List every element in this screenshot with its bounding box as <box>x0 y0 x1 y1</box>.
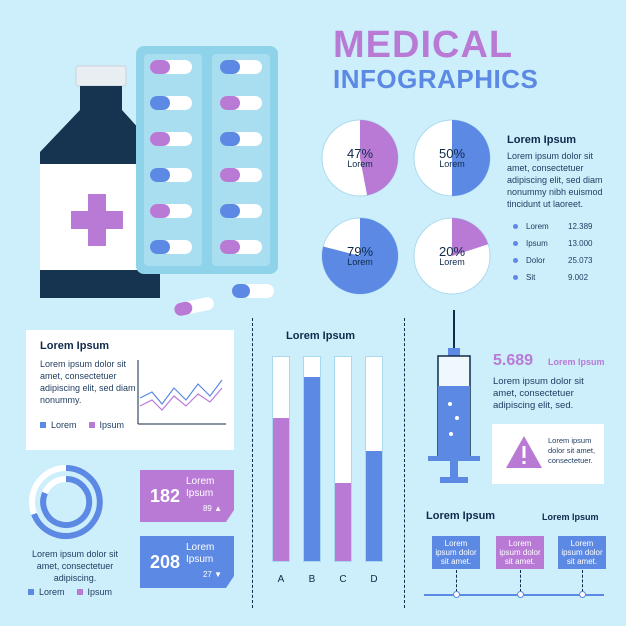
divider <box>404 318 405 608</box>
bar-track-D <box>365 356 383 562</box>
info-text: Lorem ipsum dolor sit amet, consectetuer… <box>507 151 603 209</box>
ring-legend: Lorem Ipsum <box>28 587 112 597</box>
pie-4-graphic <box>413 217 491 295</box>
bar-D <box>366 450 382 561</box>
timeline-heading: Lorem Ipsum <box>426 510 496 522</box>
timeline-dot <box>517 591 524 598</box>
pie-2-label: Lorem <box>439 159 465 169</box>
loose-pill-icon <box>230 282 276 305</box>
divider <box>252 318 253 608</box>
timeline-box: Lorem ipsum dolor sit amet. <box>432 536 480 569</box>
warning-card: Lorem ipsum dolor sit amet, consectetuer… <box>492 424 604 484</box>
timeline-heading-2: Lorem Ipsum <box>542 512 599 522</box>
timeline-dot <box>453 591 460 598</box>
bar-track-B <box>303 356 321 562</box>
stat-box-value: 182 <box>150 486 181 506</box>
bar-chart-heading: Lorem Ipsum <box>286 330 356 342</box>
pie-chart-3: 79% Lorem <box>320 216 400 296</box>
pie-1-graphic <box>321 119 399 197</box>
pie-slice <box>452 120 490 196</box>
pie-slice <box>452 218 489 256</box>
pie-chart-2: 50% Lorem <box>412 118 492 198</box>
info-stats-list: Lorem 12.389 Ipsum 13.000 Dolor 25.073 Sit 9… <box>513 218 613 286</box>
timeline-line <box>424 594 604 596</box>
stat-row: Lorem 12.389 <box>513 218 613 235</box>
stat-box-label: Lorem Ipsum <box>186 476 215 499</box>
syringe-text: Lorem ipsum dolor sit amet, consectetuer… <box>493 376 584 411</box>
stat-box-182: 182 Lorem Ipsum 89 ▲ <box>140 470 234 522</box>
bar-C <box>335 483 351 561</box>
timeline-box: Lorem ipsum dolor sit amet. <box>558 536 606 569</box>
loose-pill-icon <box>172 296 216 321</box>
warning-text: Lorem ipsum dolor sit amet, consectetuer… <box>548 436 596 465</box>
bar-A <box>273 418 289 561</box>
syringe-value-label: Lorem Ipsum <box>548 357 605 367</box>
bar-track-A <box>272 356 290 562</box>
pie-chart-1: 47% Lorem <box>320 118 400 198</box>
page-subtitle: INFOGRAPHICS <box>333 64 539 94</box>
ring-chart <box>26 462 106 547</box>
warning-icon <box>506 436 542 468</box>
pie-chart-4: 20% Lorem <box>412 216 492 296</box>
timeline-connector <box>520 570 521 592</box>
mini-line-chart <box>137 360 226 425</box>
pie-2-value: 50% <box>438 146 466 161</box>
bar-label-C: C <box>339 574 347 585</box>
pie-3-label: Lorem <box>347 257 373 267</box>
stat-box-208: 208 Lorem Ipsum 27 ▼ <box>140 536 234 588</box>
stat-row: Dolor 25.073 <box>513 252 613 269</box>
ring-text: Lorem ipsum dolor sit amet, consectetuer… <box>31 549 119 583</box>
pie-4-label: Lorem <box>439 257 465 267</box>
timeline-connector <box>456 570 457 592</box>
line-card-legend: Lorem Ipsum <box>40 420 124 430</box>
page-title: MEDICAL <box>333 24 514 66</box>
stat-row: Ipsum 13.000 <box>513 235 613 252</box>
bar-track-C <box>334 356 352 562</box>
bar-label-A: A <box>277 574 285 585</box>
pie-3-graphic <box>321 217 399 295</box>
pill-blister-illustration <box>136 46 278 274</box>
bar-label-D: D <box>370 574 378 585</box>
pie-slice <box>322 218 398 294</box>
bar-label-B: B <box>308 574 316 585</box>
pie-3-value: 79% <box>346 244 374 259</box>
pie-1-value: 47% <box>346 146 374 161</box>
stat-box-sub: 89 ▲ <box>202 504 222 513</box>
info-heading: Lorem Ipsum <box>507 134 577 146</box>
timeline-dot <box>579 591 586 598</box>
stat-box-value: 208 <box>150 552 181 572</box>
timeline-box: Lorem ipsum dolor sit amet. <box>496 536 544 569</box>
pie-4-value: 20% <box>438 244 466 259</box>
stat-box-label: Lorem Ipsum <box>186 542 215 565</box>
line-card-text: Lorem ipsum dolor sit amet, consectetuer… <box>40 359 136 405</box>
pie-slice <box>360 120 398 196</box>
syringe-value: 5.689 <box>493 352 534 369</box>
pie-1-label: Lorem <box>347 159 373 169</box>
timeline-connector <box>582 570 583 592</box>
stat-box-sub: 27 ▼ <box>202 570 222 579</box>
bar-B <box>304 377 320 561</box>
pie-2-graphic <box>413 119 491 197</box>
line-chart-card: Lorem Ipsum Lorem ipsum dolor sit amet, … <box>26 330 234 450</box>
stat-row: Sit 9.002 <box>513 269 613 286</box>
syringe-illustration <box>424 308 484 493</box>
bar-chart: A B C D <box>268 356 388 588</box>
line-card-heading: Lorem Ipsum <box>40 340 110 352</box>
